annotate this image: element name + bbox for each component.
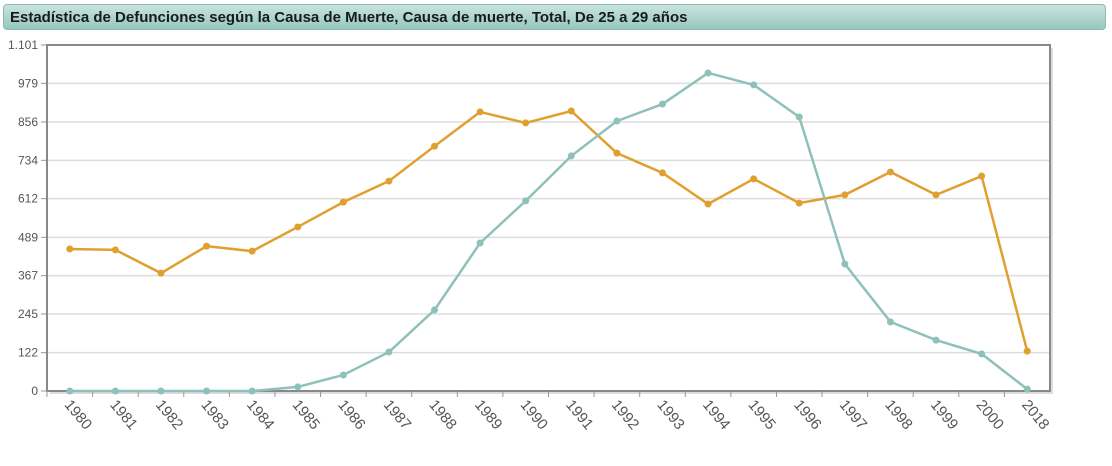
data-point [795,113,803,121]
y-tick-label: 856 [18,115,38,129]
data-point [613,117,621,125]
x-tick-label: 1986 [334,397,368,433]
y-tick-label: 122 [18,346,38,360]
data-point [339,198,347,206]
data-point [704,200,712,208]
x-tick-label: 1999 [927,397,961,433]
x-tick-label: 1996 [790,397,824,433]
data-point [567,152,575,160]
data-point [248,247,256,255]
data-point [932,191,940,199]
chart-title-bar: Estadística de Defunciones según la Caus… [3,4,1106,30]
data-point [522,119,530,127]
x-tick-label: 1983 [198,397,232,433]
x-tick-label: 1992 [608,397,642,433]
series-line [69,71,1028,393]
x-tick-label: 1988 [425,397,459,433]
data-point [1023,347,1031,355]
data-point [978,172,986,180]
data-point [886,318,894,326]
x-tick-label: 1982 [152,397,186,433]
y-tick-label: 0 [31,384,38,398]
data-point [385,348,393,356]
x-tick-label: 1987 [380,397,414,433]
data-point [886,168,894,176]
data-point [157,269,165,277]
x-tick-label: 1993 [653,397,687,433]
x-tick-label: 1990 [517,397,551,433]
data-point [567,107,575,115]
data-point [203,242,211,250]
data-point [111,246,119,254]
data-point [704,69,712,77]
data-point [431,306,439,314]
data-point [248,387,256,395]
data-point [385,177,393,185]
data-point [750,81,758,89]
data-point [795,199,803,207]
data-point [66,387,74,395]
y-tick-label: 489 [18,230,38,244]
plot-area [47,45,1050,391]
x-tick-label: 1994 [699,397,733,433]
data-point [841,191,849,199]
y-tick-label: 245 [18,307,38,321]
x-tick-label: 1985 [289,397,323,433]
x-tick-label: 1984 [243,397,277,433]
x-tick-label: 1998 [881,397,915,433]
data-point [157,387,165,395]
data-point [1023,385,1031,393]
data-point [111,387,119,395]
y-tick-label: 367 [18,269,38,283]
chart-title: Estadística de Defunciones según la Caus… [10,9,688,26]
data-point [658,100,666,108]
data-point [978,350,986,358]
data-point [750,175,758,183]
data-point [476,239,484,247]
data-point [339,371,347,379]
data-point [203,387,211,395]
data-point [658,169,666,177]
x-tick-label: 1997 [836,397,870,433]
x-tick-label: 1995 [745,397,779,433]
series-line [69,109,1029,352]
x-tick-label: 1989 [471,397,505,433]
data-point [841,260,849,268]
y-tick-label: 1.101 [8,38,38,52]
data-point [66,245,74,253]
data-point [522,197,530,205]
y-tick-label: 612 [18,192,38,206]
x-tick-label: 2000 [973,397,1007,433]
data-point [431,142,439,150]
data-point [294,383,302,391]
data-point [476,108,484,116]
x-tick-label: 1991 [562,397,596,433]
x-tick-label: 1981 [106,397,140,433]
y-tick-label: 734 [18,153,38,167]
x-tick-label: 1980 [61,397,95,433]
x-tick-label: 2018 [1018,397,1052,433]
data-point [932,336,940,344]
data-point [613,149,621,157]
data-point [294,223,302,231]
y-tick-label: 979 [18,76,38,90]
